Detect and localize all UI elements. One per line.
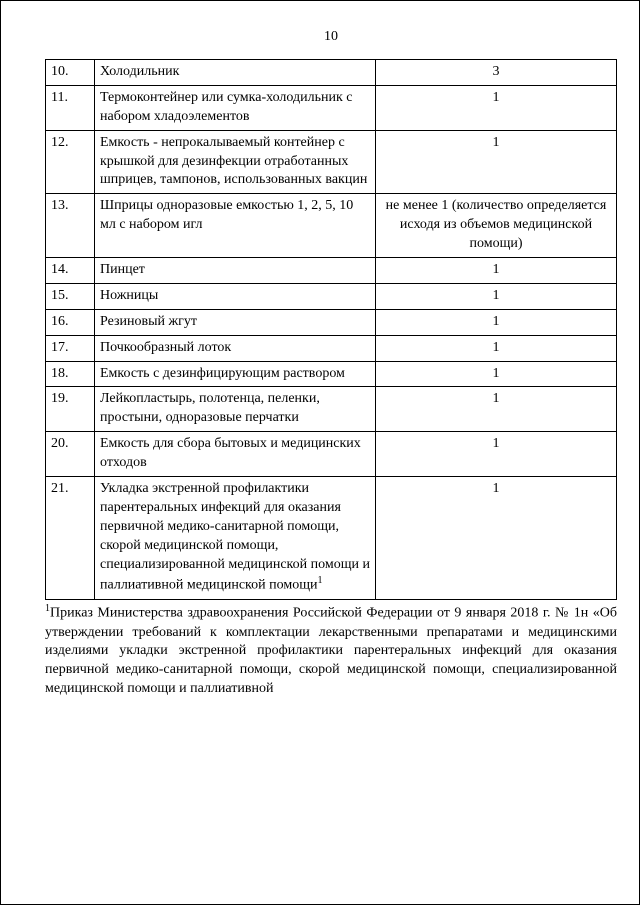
row-number: 15. <box>46 283 95 309</box>
row-quantity: 1 <box>376 85 617 130</box>
row-name-text: Лейкопластырь, полотенца, пеленки, прост… <box>100 391 320 425</box>
row-quantity: не менее 1 (количество определяется исхо… <box>376 194 617 258</box>
row-name-text: Холодильник <box>100 64 179 79</box>
row-number: 12. <box>46 130 95 194</box>
row-number: 18. <box>46 361 95 387</box>
row-name-superscript: 1 <box>318 575 323 586</box>
table-row: 16. Резиновый жгут 1 <box>46 309 617 335</box>
row-name: Резиновый жгут <box>95 309 376 335</box>
row-name-text: Почкообразный лоток <box>100 340 231 355</box>
row-quantity: 1 <box>376 130 617 194</box>
row-name-text: Емкость для сбора бытовых и медицинских … <box>100 436 361 470</box>
row-number: 16. <box>46 309 95 335</box>
row-name-text: Шприцы одноразовые емкостью 1, 2, 5, 10 … <box>100 198 353 232</box>
row-name: Укладка экстренной профилактики парентер… <box>95 477 376 600</box>
row-name: Пинцет <box>95 258 376 284</box>
row-number: 21. <box>46 477 95 600</box>
row-quantity: 1 <box>376 361 617 387</box>
row-name: Емкость - непрокалываемый контейнер с кр… <box>95 130 376 194</box>
row-name: Емкость с дезинфицирующим раствором <box>95 361 376 387</box>
row-quantity: 1 <box>376 309 617 335</box>
row-quantity: 3 <box>376 60 617 86</box>
row-number: 17. <box>46 335 95 361</box>
table-row: 14. Пинцет 1 <box>46 258 617 284</box>
row-name: Лейкопластырь, полотенца, пеленки, прост… <box>95 387 376 432</box>
row-number: 20. <box>46 432 95 477</box>
row-name-text: Резиновый жгут <box>100 314 197 329</box>
page-number: 10 <box>45 29 617 45</box>
table-row: 18. Емкость с дезинфицирующим раствором 1 <box>46 361 617 387</box>
row-number: 13. <box>46 194 95 258</box>
table-row: 15. Ножницы 1 <box>46 283 617 309</box>
row-name-text: Укладка экстренной профилактики парентер… <box>100 481 370 593</box>
row-name: Шприцы одноразовые емкостью 1, 2, 5, 10 … <box>95 194 376 258</box>
row-number: 19. <box>46 387 95 432</box>
equipment-table: 10.Холодильник311.Термоконтейнер или сум… <box>45 59 617 600</box>
footnote: 1Приказ Министерства здравоохранения Рос… <box>45 602 617 699</box>
row-number: 14. <box>46 258 95 284</box>
table-row: 21.Укладка экстренной профилактики парен… <box>46 477 617 600</box>
row-number: 11. <box>46 85 95 130</box>
footnote-text: Приказ Министерства здравоохранения Росс… <box>45 606 617 697</box>
row-name: Почкообразный лоток <box>95 335 376 361</box>
row-name-text: Термоконтейнер или сумка-холодильник с н… <box>100 90 353 124</box>
table-row: 10. Холодильник 3 <box>46 60 617 86</box>
row-name: Ножницы <box>95 283 376 309</box>
row-name: Холодильник <box>95 60 376 86</box>
row-number: 10. <box>46 60 95 86</box>
document-page: 10 10.Холодильник311.Термоконтейнер или … <box>0 0 640 905</box>
table-row: 12.Емкость - непрокалываемый контейнер с… <box>46 130 617 194</box>
row-name-text: Пинцет <box>100 262 145 277</box>
row-name: Емкость для сбора бытовых и медицинских … <box>95 432 376 477</box>
table-row: 17. Почкообразный лоток 1 <box>46 335 617 361</box>
row-quantity: 1 <box>376 335 617 361</box>
row-quantity: 1 <box>376 387 617 432</box>
row-name-text: Емкость с дезинфицирующим раствором <box>100 366 345 381</box>
row-quantity: 1 <box>376 432 617 477</box>
row-name: Термоконтейнер или сумка-холодильник с н… <box>95 85 376 130</box>
table-row: 19.Лейкопластырь, полотенца, пеленки, пр… <box>46 387 617 432</box>
table-row: 13.Шприцы одноразовые емкостью 1, 2, 5, … <box>46 194 617 258</box>
row-quantity: 1 <box>376 258 617 284</box>
row-name-text: Емкость - непрокалываемый контейнер с кр… <box>100 135 367 188</box>
table-row: 11.Термоконтейнер или сумка-холодильник … <box>46 85 617 130</box>
row-name-text: Ножницы <box>100 288 158 303</box>
row-quantity: 1 <box>376 283 617 309</box>
row-quantity: 1 <box>376 477 617 600</box>
table-row: 20.Емкость для сбора бытовых и медицинск… <box>46 432 617 477</box>
